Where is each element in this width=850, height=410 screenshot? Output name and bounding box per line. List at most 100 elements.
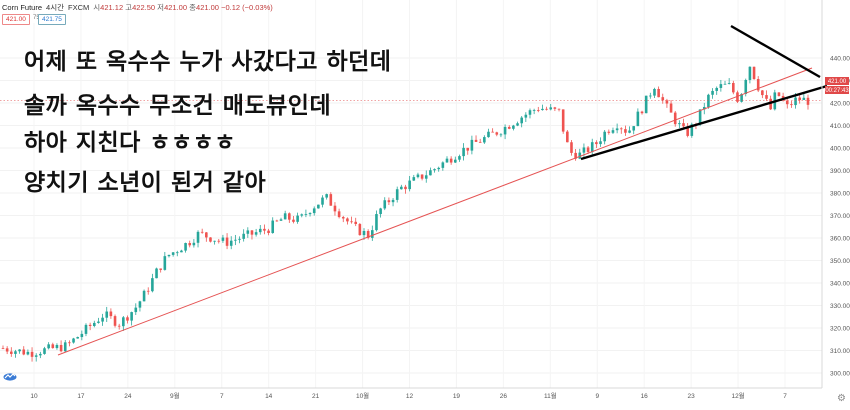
candle-body <box>512 125 515 129</box>
candle-body <box>308 213 312 215</box>
candle-body <box>113 316 117 326</box>
trendline-black-lower <box>580 84 828 161</box>
candle-body <box>366 230 370 238</box>
sell-price-button[interactable]: 421.00 <box>2 14 30 25</box>
interval[interactable]: 4시간 <box>46 2 65 12</box>
time-tick-label: 17 <box>77 393 85 400</box>
candle-body <box>350 221 353 223</box>
candle-body <box>723 83 727 85</box>
candle-body <box>532 109 536 111</box>
candle-body <box>649 95 652 97</box>
candle-body <box>603 131 606 142</box>
candle-body <box>624 129 627 133</box>
candle-body <box>528 110 532 115</box>
candle-body <box>777 92 781 96</box>
candle-body <box>126 317 129 321</box>
candle-body <box>599 141 602 145</box>
price-tick-label: 380.00 <box>830 191 850 198</box>
candle-body <box>429 170 432 176</box>
candle-body <box>47 344 50 349</box>
candle-body <box>383 200 387 209</box>
candle-body <box>503 126 507 135</box>
candle-body <box>196 231 200 243</box>
candle-body <box>205 232 208 238</box>
candle-body <box>790 104 793 106</box>
candle-body <box>653 88 656 96</box>
time-axis[interactable]: 10 17 24 9월 7 14 21 10월 12 19 26 11월 9 16 23 12월 7 <box>0 387 822 400</box>
candle-body <box>491 131 494 133</box>
candle-body <box>283 213 287 220</box>
candle-body <box>412 177 416 181</box>
candle-body <box>55 344 59 349</box>
settings-gear-icon[interactable]: ⚙ <box>837 393 846 404</box>
candle-body <box>690 124 694 136</box>
candle-body <box>51 344 55 349</box>
candle-body <box>109 311 113 317</box>
close-value: 421.00 <box>196 2 219 12</box>
candle-body <box>346 218 349 222</box>
candle-body <box>536 109 540 111</box>
candles <box>1 66 810 362</box>
price-tick-label: 440.00 <box>830 56 850 63</box>
candle-body <box>570 142 573 153</box>
candle-body <box>134 307 138 313</box>
candle-body <box>466 147 470 151</box>
candle-body <box>263 228 266 231</box>
buy-price-button[interactable]: 421.75 <box>38 14 66 25</box>
candle-body <box>408 180 411 190</box>
candle-body <box>43 348 46 354</box>
candle-body <box>678 123 681 125</box>
candle-body <box>462 147 465 157</box>
overlay-text-line: 어제 또 옥수수 누가 사갔다고 하던데 <box>24 49 392 75</box>
candle-body <box>420 174 424 179</box>
candle-body <box>184 243 187 251</box>
time-tick-label: 9 <box>595 393 599 400</box>
time-tick-label: 10월 <box>356 391 369 400</box>
candle-body <box>267 230 270 233</box>
candle-body <box>175 252 179 254</box>
candle-body <box>234 239 237 241</box>
candle-body <box>628 130 631 133</box>
candle-body <box>802 97 806 101</box>
candle-body <box>644 95 648 114</box>
candle-body <box>379 208 382 215</box>
candle-body <box>180 250 183 253</box>
candle-body <box>229 240 233 246</box>
price-tick-label: 350.00 <box>830 258 850 265</box>
candle-body <box>288 213 291 220</box>
candle-body <box>304 214 308 215</box>
candle-body <box>105 311 109 318</box>
candle-body <box>794 97 797 106</box>
candle-body <box>275 220 279 222</box>
ohlc-readout: 시421.12 고422.50 저421.00 종421.00 −0.12 (−… <box>93 2 273 13</box>
candle-body <box>756 79 760 91</box>
candle-body <box>101 317 104 322</box>
candle-body <box>292 219 295 222</box>
candle-body <box>329 194 333 206</box>
time-tick-label: 7 <box>783 393 787 400</box>
price-tick-label: 390.00 <box>830 168 850 175</box>
candle-body <box>325 194 328 198</box>
candle-body <box>337 211 341 218</box>
candle-body <box>416 174 420 178</box>
candle-body <box>39 353 42 356</box>
price-tick-label: 400.00 <box>830 146 850 153</box>
price-tick-label: 420.00 <box>830 101 850 108</box>
candle-body <box>371 230 374 238</box>
candle-body <box>595 142 598 145</box>
candle-body <box>727 82 731 84</box>
tradingview-logo-icon[interactable] <box>3 371 17 381</box>
candle-body <box>30 351 34 357</box>
last-price-tag <box>825 77 849 85</box>
candle-body <box>561 109 565 132</box>
candle-body <box>632 126 636 131</box>
candle-body <box>441 162 445 168</box>
candle-body <box>785 100 789 105</box>
candle-body <box>806 97 810 105</box>
candle-body <box>117 325 121 327</box>
candle-body <box>225 237 229 246</box>
symbol-name[interactable]: Corn Future <box>2 2 43 12</box>
